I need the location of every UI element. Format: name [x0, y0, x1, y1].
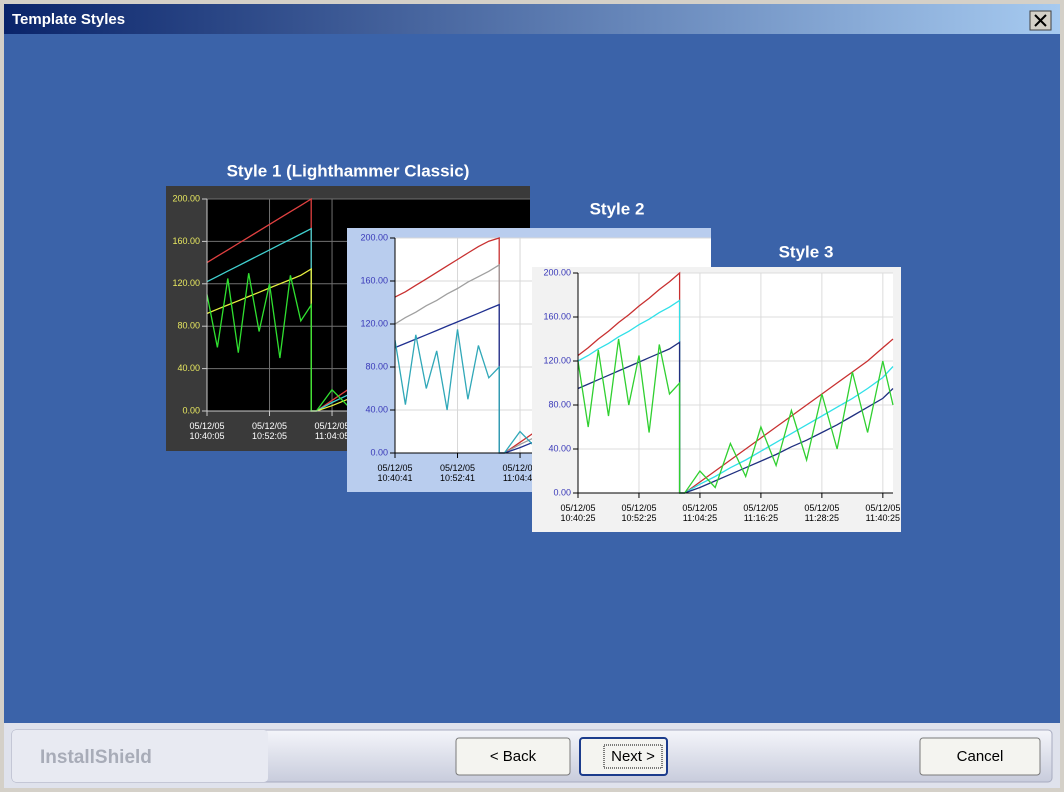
- brand-logo: InstallShield: [40, 747, 152, 768]
- next-label: Next >: [611, 748, 655, 765]
- y-tick-label: 120.00: [543, 355, 571, 365]
- y-tick-label: 0.00: [553, 487, 571, 497]
- y-tick-label: 200.00: [172, 193, 200, 203]
- y-tick-label: 200.00: [360, 232, 388, 242]
- chart-title: Style 1 (Lighthammer Classic): [227, 161, 470, 180]
- y-tick-label: 80.00: [177, 321, 200, 331]
- y-tick-label: 40.00: [365, 404, 388, 414]
- y-tick-label: 120.00: [172, 278, 200, 288]
- dialog-window: Template Styles Style 1 (Lighthammer Cla…: [0, 0, 1064, 792]
- chart-panel: 0.00 40.00 80.00 120.00 160.00 200.00 05/12/05…: [532, 267, 901, 532]
- close-button[interactable]: [1030, 11, 1051, 30]
- y-tick-label: 0.00: [182, 405, 200, 415]
- y-tick-label: 160.00: [543, 311, 571, 321]
- y-tick-label: 80.00: [548, 399, 571, 409]
- window-title: Template Styles: [12, 11, 125, 28]
- title-bar: [4, 4, 1060, 34]
- y-tick-label: 120.00: [360, 318, 388, 328]
- y-tick-label: 40.00: [548, 443, 571, 453]
- y-tick-label: 160.00: [360, 275, 388, 285]
- y-tick-label: 160.00: [172, 236, 200, 246]
- y-tick-label: 0.00: [370, 447, 388, 457]
- back-button[interactable]: < Back: [456, 738, 570, 775]
- chart-title: Style 3: [779, 242, 834, 261]
- next-button[interactable]: Next >: [580, 738, 667, 775]
- y-tick-label: 40.00: [177, 363, 200, 373]
- cancel-label: Cancel: [957, 748, 1004, 765]
- y-tick-label: 80.00: [365, 361, 388, 371]
- y-tick-label: 200.00: [543, 267, 571, 277]
- cancel-button[interactable]: Cancel: [920, 738, 1040, 775]
- back-label: < Back: [490, 748, 537, 765]
- chart-title: Style 2: [590, 199, 645, 218]
